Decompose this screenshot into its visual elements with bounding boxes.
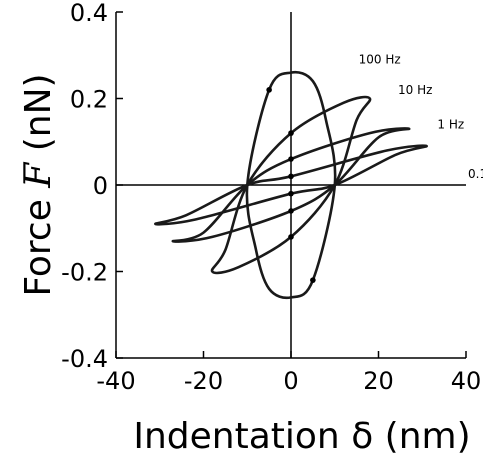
y-tick-label: -0.2 xyxy=(61,259,108,287)
direction-marker xyxy=(288,156,294,162)
axes-group xyxy=(115,11,467,359)
direction-marker xyxy=(266,87,272,93)
direction-marker xyxy=(288,190,294,197)
direction-marker xyxy=(288,173,294,180)
loop-label-100-hz: 100 Hz xyxy=(359,53,401,67)
curves-group xyxy=(154,70,428,300)
x-tick-label: -20 xyxy=(184,367,223,395)
x-tick-label: 40 xyxy=(451,367,482,395)
y-tick-label: 0.4 xyxy=(70,0,108,27)
direction-marker xyxy=(288,130,294,136)
direction-marker xyxy=(288,208,294,214)
loop-label-0-1-hz: 0.1 Hz xyxy=(468,167,483,181)
loop-label-10-hz: 10 Hz xyxy=(398,83,432,97)
loop-labels-group: 100 Hz 10 Hz 1 Hz 0.1 Hz xyxy=(359,53,483,182)
x-axis-title: Indentation δ (nm) xyxy=(133,416,470,457)
direction-marker xyxy=(310,277,316,283)
direction-marker xyxy=(288,234,294,240)
y-axis-title-prefix: Force xyxy=(18,188,59,297)
y-axis-title-var: F xyxy=(18,161,59,189)
tick-labels-group: 0.4 0.2 0 -0.2 -0.4-40 -20 0 20 40 xyxy=(61,0,481,395)
x-tick-label: 0 xyxy=(283,367,298,395)
y-tick-label: 0.2 xyxy=(70,86,108,114)
loop-curve-0-1-hz xyxy=(154,144,428,226)
y-axis-title-suffix: (nN) xyxy=(18,73,59,162)
y-tick-label: 0 xyxy=(93,172,108,200)
x-tick-label: 20 xyxy=(363,367,394,395)
y-tick-label: -0.4 xyxy=(61,345,108,373)
x-tick-label: -40 xyxy=(96,367,135,395)
y-axis-title: Force F (nN) xyxy=(18,73,59,296)
loop-label-1-hz: 1 Hz xyxy=(437,117,464,131)
